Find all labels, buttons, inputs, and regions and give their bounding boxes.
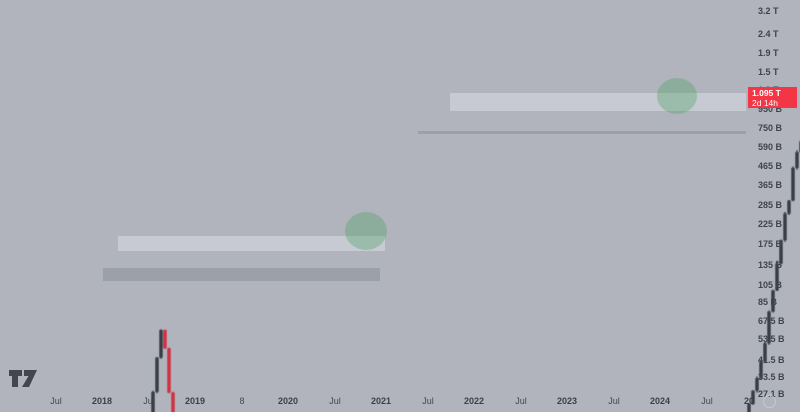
price-tick-label: 1.9 T [758,47,779,58]
time-tick-label: Jul [329,396,341,406]
current-price-badge: 1.095 T 2d 14h [748,87,797,109]
price-tick-label: 465 B [758,160,783,171]
time-tick-label: Jul [50,396,62,406]
price-tick-label: 2.4 T [758,29,779,40]
badge-price-label: 1.095 T [752,88,781,99]
time-tick-label: 2020 [277,396,299,406]
price-tick-label: 135 B [758,260,783,271]
price-tick-label: 285 B [758,200,783,211]
tradingview-logo[interactable] [8,366,38,390]
time-tick-label: Jul [608,396,620,406]
time-tick-label: 20 [743,396,755,406]
price-tick-label: 105 B [758,280,783,291]
price-tick-label: 590 B [758,141,783,152]
time-tick-label: 2024 [649,396,671,406]
price-tick-label: 750 B [758,122,783,133]
price-tick-label: 33.5 B [758,371,785,382]
time-axis-corner-button[interactable] [763,395,776,408]
price-tick-label: 950 B [758,103,783,114]
price-tick-label: 41.5 B [758,354,785,365]
price-tick-label: 3.2 T [758,6,779,17]
time-axis[interactable]: Jul 2018 Jul 2019 8 2020 Jul 2021 Jul 2022 Jul 2023… [0,392,800,412]
time-tick-label: 2018 [91,396,113,406]
time-tick-label: Jul [515,396,527,406]
price-tick-label: 85 B [758,297,778,308]
time-tick-label: 2021 [370,396,392,406]
price-tick-label: 365 B [758,180,783,191]
price-tick-label: 53.5 B [758,334,785,345]
time-tick-label: 2023 [556,396,578,406]
price-tick-label: 27.1 B [758,389,785,399]
time-tick-label: Jul [143,396,155,406]
price-tick-label: 1.5 T [758,66,779,77]
time-tick-label: Jul [701,396,713,406]
badge-countdown-label: 2d 14h [752,98,778,109]
price-tick-label: 67.5 B [758,315,785,326]
price-tick-label: 175 B [758,239,783,250]
time-tick-label: 2022 [463,396,485,406]
price-tick-label: 225 B [758,219,783,230]
time-tick-label: Jul [422,396,434,406]
time-tick-label: 2019 [184,396,206,406]
time-tick-label: 8 [239,396,245,406]
